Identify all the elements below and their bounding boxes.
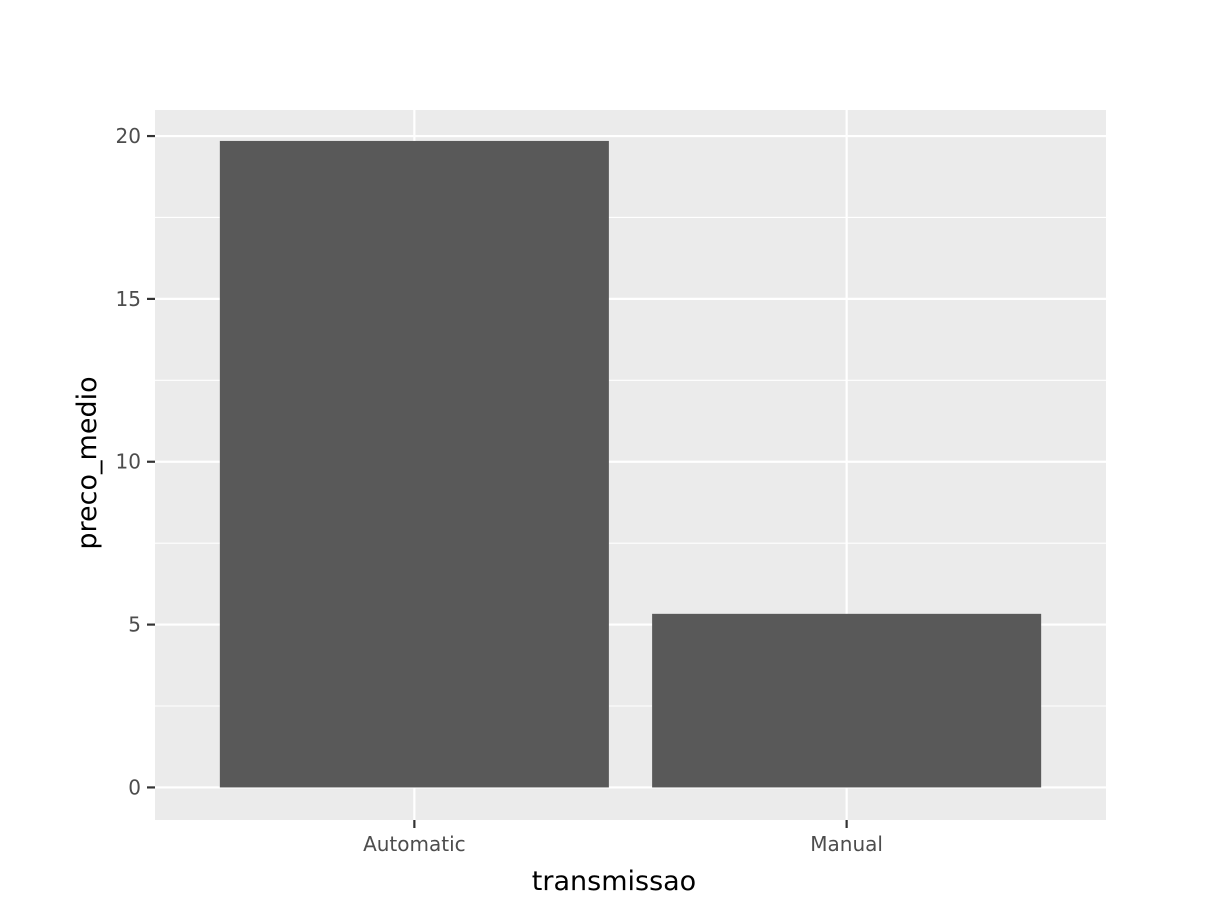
x-axis-title: transmissao: [532, 866, 696, 897]
y-axis-title: preco_medio: [72, 376, 103, 549]
bars: [219, 140, 1042, 788]
y-tick-label: 10: [116, 450, 141, 474]
y-tick-label: 15: [116, 287, 141, 311]
x-axis: Automatic Manual: [363, 820, 883, 856]
y-tick-label: 20: [116, 124, 141, 148]
bar-automatic: [219, 140, 609, 788]
y-tick-label: 5: [128, 613, 141, 637]
x-tick-label: Automatic: [363, 832, 466, 856]
y-tick-label: 0: [128, 775, 141, 799]
x-tick-label: Manual: [810, 832, 883, 856]
y-axis: 0 5 10 15 20: [116, 124, 155, 799]
bar-manual: [652, 613, 1042, 788]
